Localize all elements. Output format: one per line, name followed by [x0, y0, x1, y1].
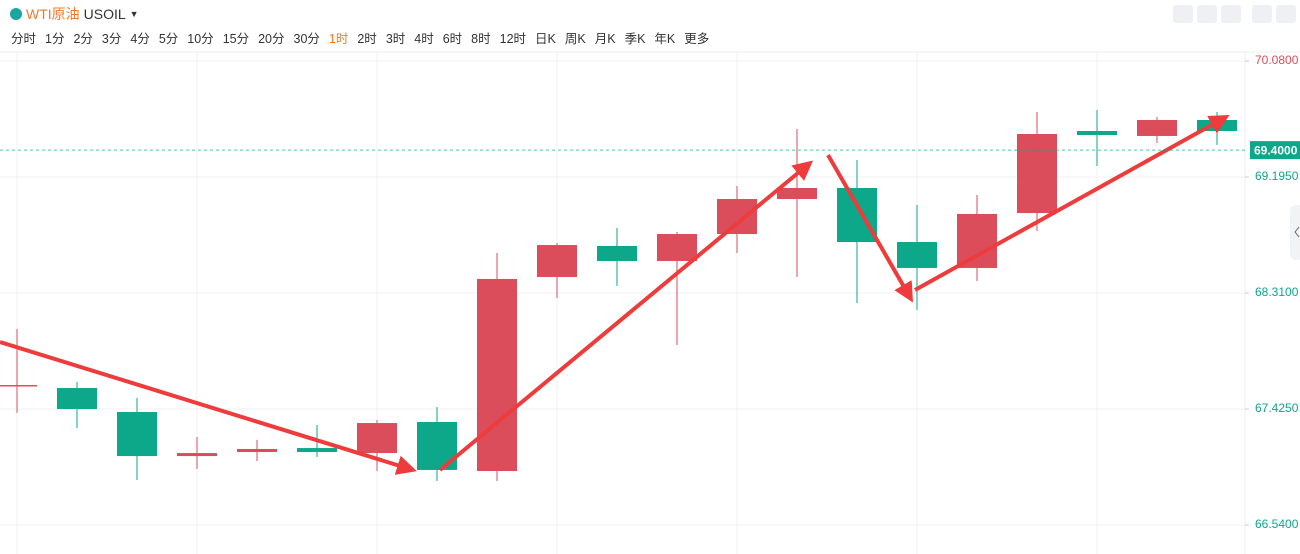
y-tick-label: 68.3100 [1255, 285, 1299, 299]
period-button[interactable]: 更多 [684, 32, 710, 46]
period-button[interactable]: 20分 [258, 32, 285, 46]
annotations [0, 115, 1230, 475]
period-button[interactable]: 日K [535, 32, 556, 46]
toolbar: WTI原油 USOIL ▼ 分时 1分 2分 3分 4分 5分 10分 15分 20分 30分 1时 2时… [0, 0, 1300, 50]
tool-button[interactable] [1276, 5, 1296, 23]
y-tick-label: 66.5400 [1255, 517, 1299, 531]
period-list: 分时 1分 2分 3分 4分 5分 10分 15分 20分 30分 1时 2时 3时 4时 6时 8时 12时日… [11, 28, 709, 47]
period-button[interactable]: 1时 [328, 32, 349, 46]
tool-button[interactable] [1221, 5, 1241, 23]
period-button[interactable]: 4分 [130, 32, 150, 46]
candle-body [237, 448, 277, 452]
symbol-code: USOIL [83, 6, 126, 22]
period-button[interactable]: 8时 [471, 32, 491, 46]
candle-body [717, 199, 757, 235]
tool-button[interactable] [1173, 5, 1193, 23]
candle-body [1077, 130, 1117, 136]
candle-body [657, 234, 697, 262]
period-button[interactable]: 2分 [73, 32, 93, 46]
symbol-selector[interactable]: WTI原油 USOIL ▼ [10, 4, 139, 24]
period-button[interactable]: 4时 [414, 32, 434, 46]
y-tick-label: 69.1950 [1255, 169, 1299, 183]
period-button[interactable]: 分时 [11, 32, 37, 46]
candle-body [957, 213, 997, 268]
candle-body [0, 385, 37, 387]
tool-button[interactable] [1197, 5, 1217, 23]
period-button[interactable]: 15分 [222, 32, 250, 46]
y-tick-label: 67.4250 [1255, 401, 1299, 415]
tool-button[interactable] [1252, 5, 1272, 23]
candle-body [117, 412, 157, 457]
arrow [438, 160, 814, 472]
period-button[interactable]: 年K [654, 32, 676, 46]
period-button[interactable]: 10分 [187, 32, 214, 46]
period-button[interactable]: 6时 [442, 32, 463, 46]
candle-body [1017, 134, 1057, 214]
arrow [0, 340, 417, 475]
candle-body [477, 278, 517, 471]
arrow [914, 115, 1230, 292]
period-button[interactable]: 周K [564, 32, 586, 46]
period-button[interactable]: 2时 [357, 32, 377, 46]
collapse-icon [1294, 226, 1300, 238]
candle-body [177, 453, 217, 457]
period-button[interactable]: 1分 [45, 32, 65, 46]
y-tick-label: 70.0800 [1255, 53, 1299, 67]
period-button[interactable]: 3时 [385, 32, 406, 46]
last-price-box [1250, 141, 1300, 160]
period-button[interactable]: 30分 [293, 32, 320, 46]
candle-body [297, 448, 337, 452]
candle-body [777, 188, 817, 200]
candle-body [57, 388, 97, 409]
symbol: WTI原油 [26, 6, 80, 22]
period-button[interactable]: 季K [624, 32, 646, 46]
last-price-label: 69.4000 [1254, 143, 1298, 157]
period-button[interactable]: 月K [594, 32, 616, 46]
period-button[interactable]: 12时 [499, 32, 527, 46]
candle-body [597, 245, 637, 262]
candle-body [357, 423, 397, 454]
arrow [826, 154, 913, 303]
candle-body [897, 242, 937, 268]
candle-body [537, 245, 577, 278]
period-button[interactable]: 5分 [158, 32, 179, 46]
candle-body [1137, 119, 1177, 136]
candle-body [837, 188, 877, 243]
period-button[interactable]: 3分 [101, 32, 122, 46]
